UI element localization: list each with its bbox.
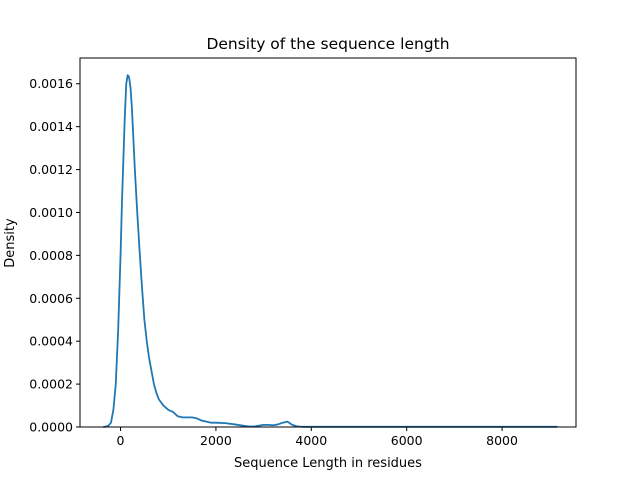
y-tick-label: 0.0002: [29, 377, 73, 392]
plot-frame: [79, 57, 577, 428]
y-tick-label: 0.0000: [29, 420, 73, 435]
y-axis-ticks: 0.0000 0.0002 0.0004 0.0006 0.0008 0.0010 0.00…: [29, 76, 80, 435]
y-tick-label: 0.0008: [29, 248, 73, 263]
x-tick-label: 6000: [391, 433, 423, 448]
chart-title: Density of the sequence length: [206, 35, 449, 53]
x-axis-ticks: 0 2000 4000 6000 8000: [117, 427, 518, 448]
x-tick-label: 0: [117, 433, 125, 448]
x-tick-label: 8000: [486, 433, 518, 448]
x-tick-label: 4000: [295, 433, 327, 448]
y-tick-label: 0.0014: [29, 119, 73, 134]
y-tick-label: 0.0006: [29, 291, 73, 306]
y-axis-label: Density: [3, 218, 18, 268]
y-tick-label: 0.0010: [29, 205, 73, 220]
y-tick-label: 0.0004: [29, 334, 73, 349]
y-tick-label: 0.0012: [29, 162, 73, 177]
x-axis-label: Sequence Length in residues: [234, 456, 422, 471]
y-tick-label: 0.0016: [29, 76, 73, 91]
x-tick-label: 2000: [200, 433, 232, 448]
